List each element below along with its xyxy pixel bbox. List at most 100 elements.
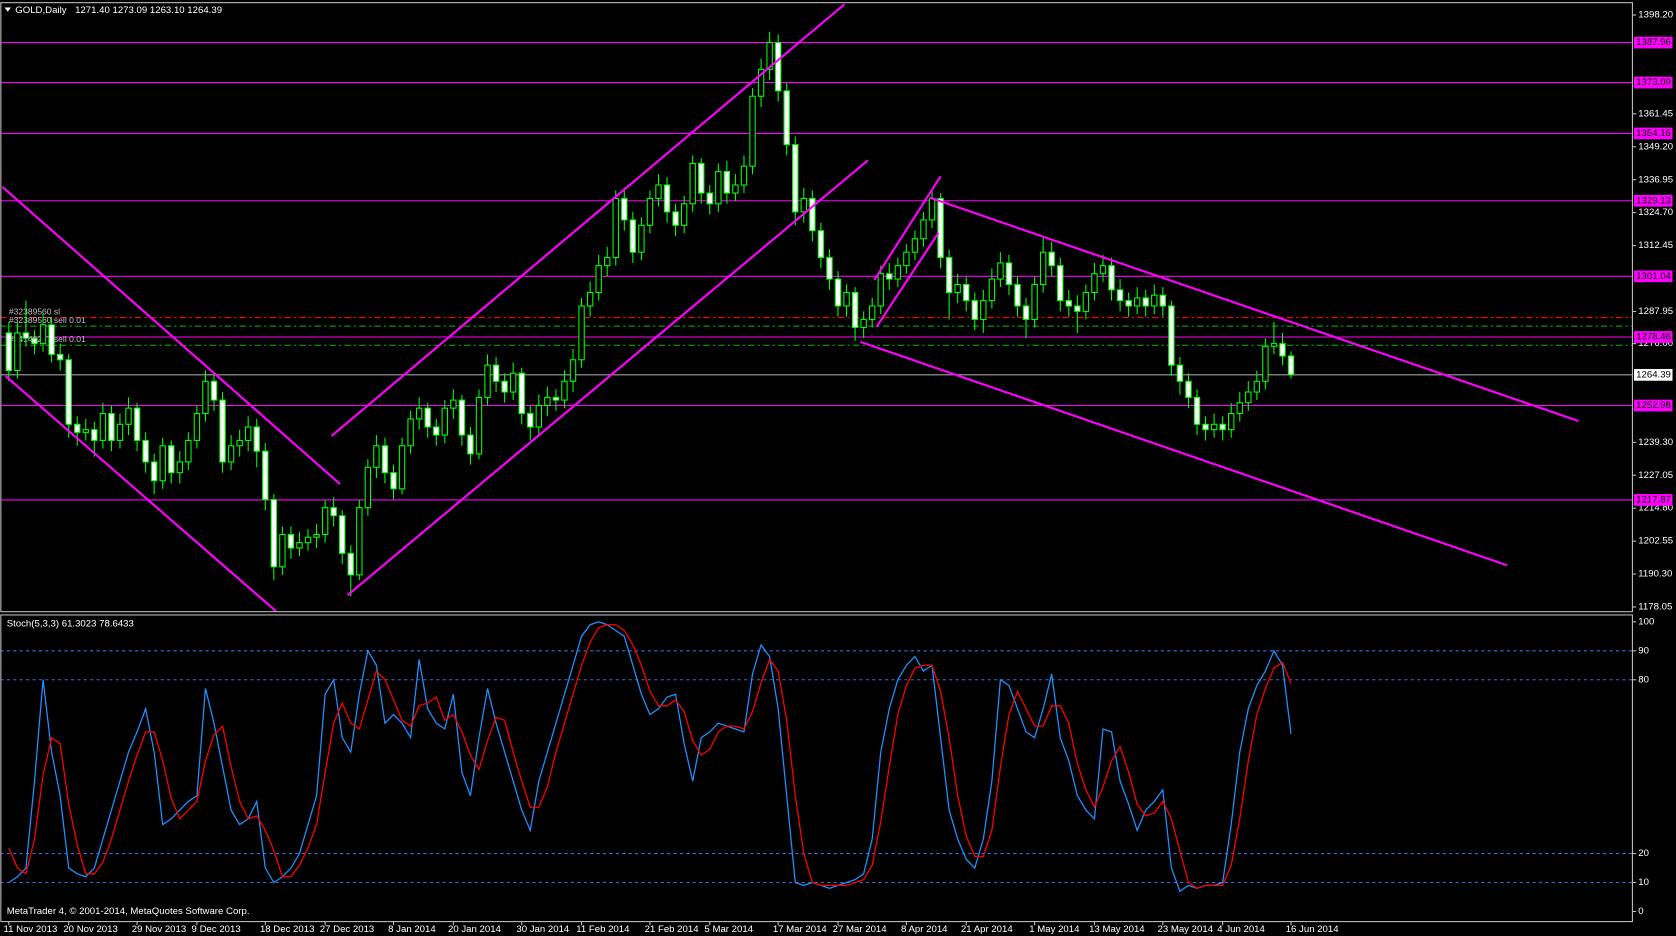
- candle-body: [800, 197, 808, 213]
- y-tick-label: 20: [1638, 848, 1649, 859]
- candle-body: [954, 283, 961, 294]
- candle-body: [561, 380, 568, 401]
- y-tick-label: 80: [1638, 674, 1649, 685]
- candle-body: [65, 359, 72, 425]
- trend-line: [929, 196, 1579, 422]
- candle-body: [424, 407, 431, 428]
- candle-body: [1210, 423, 1218, 431]
- candle-body: [868, 305, 876, 320]
- candle-body: [364, 466, 372, 509]
- candle-body: [783, 90, 790, 146]
- candle-body: [997, 262, 1004, 280]
- candle-body: [484, 364, 491, 398]
- y-tick-label: 100: [1638, 616, 1654, 627]
- ohlc-text: 1271.40 1273.09 1263.10 1264.39: [75, 5, 222, 16]
- level-label-box: [1634, 331, 1673, 343]
- candle-body: [586, 292, 594, 307]
- candle-body: [1074, 305, 1081, 312]
- x-tick-label: 20 Jan 2014: [448, 924, 502, 935]
- candle-body: [1099, 265, 1107, 275]
- candle-body: [22, 332, 30, 339]
- candle-body: [1168, 305, 1175, 366]
- x-tick-label: 13 May 2014: [1089, 924, 1145, 935]
- stoch-frame: [0, 614, 1633, 923]
- x-tick-label: 30 Jan 2014: [516, 924, 570, 935]
- x-tick-label: 1 May 2014: [1029, 924, 1080, 935]
- candle-body: [407, 418, 414, 447]
- candle-body: [441, 407, 449, 436]
- candle-body: [851, 292, 859, 329]
- level-label: 1354.16: [1636, 128, 1671, 139]
- candle-body: [492, 364, 500, 382]
- candle-body: [1159, 294, 1167, 307]
- candle-body: [501, 380, 508, 393]
- x-tick-label: 17 Mar 2014: [773, 924, 828, 935]
- level-label: 1252.98: [1636, 400, 1671, 411]
- candle-body: [578, 305, 585, 361]
- candle-body: [1270, 343, 1278, 347]
- x-tick-label: 5 Mar 2014: [704, 924, 753, 935]
- candle-body: [1253, 380, 1261, 393]
- candle-body: [1108, 265, 1115, 291]
- stoch-title: Stoch(5,3,3) 61.3023 78.6433: [7, 619, 134, 630]
- candle-body: [1116, 289, 1124, 302]
- candle-body: [1262, 345, 1269, 382]
- candle-body: [689, 162, 696, 205]
- candle-body: [279, 534, 286, 568]
- y-tick-label: 1276.00: [1638, 338, 1673, 349]
- candle-body: [219, 399, 226, 463]
- candle-body: [518, 372, 525, 415]
- y-tick-label: 1287.95: [1638, 306, 1673, 317]
- candle-body: [817, 230, 825, 259]
- candle-body: [99, 413, 107, 441]
- candle-body: [552, 396, 560, 401]
- menu-arrow[interactable]: [4, 7, 11, 12]
- candle-body: [14, 332, 21, 372]
- level-label-box: [1634, 270, 1673, 283]
- candle-body: [142, 439, 149, 463]
- candle-body: [270, 499, 278, 568]
- price-frame: [0, 2, 1633, 613]
- y-tick-label: 1202.55: [1638, 536, 1673, 547]
- candle-body: [450, 399, 457, 409]
- stoch-line: [8, 621, 1292, 893]
- level-label: 1301.04: [1636, 271, 1671, 282]
- candle-body: [937, 197, 944, 259]
- candle-body: [886, 273, 893, 280]
- candle-body: [595, 265, 602, 294]
- candle-body: [894, 265, 902, 280]
- candle-body: [5, 332, 13, 372]
- candle-body: [1279, 343, 1286, 357]
- level-label: 1329.13: [1636, 195, 1671, 206]
- order-label: #32389560 sell 0.01: [9, 315, 86, 325]
- candle-body: [210, 380, 218, 401]
- candle-body: [74, 423, 81, 433]
- candle-body: [296, 542, 303, 549]
- candle-body: [980, 300, 987, 320]
- candle-body: [48, 324, 55, 355]
- candle-body: [193, 413, 201, 441]
- candle-body: [1287, 355, 1295, 376]
- candle-body: [1219, 423, 1226, 431]
- trend-line: [4, 375, 277, 612]
- candle-body: [963, 283, 970, 302]
- candle-body: [774, 41, 782, 92]
- candle-body: [116, 423, 124, 441]
- candle-body: [1133, 297, 1141, 307]
- y-tick-label: 1398.20: [1638, 10, 1673, 21]
- candle-body: [911, 238, 919, 253]
- candle-body: [390, 472, 397, 490]
- candle-body: [509, 372, 517, 393]
- candle-body: [236, 439, 243, 447]
- candle-body: [475, 396, 483, 455]
- last-price-label: 1264.39: [1636, 369, 1671, 380]
- candle-body: [1202, 423, 1209, 431]
- y-tick-label: 1214.80: [1638, 503, 1673, 514]
- candle-body: [415, 407, 423, 420]
- candle-body: [706, 192, 713, 205]
- candle-body: [569, 359, 577, 382]
- candle-body: [1014, 283, 1021, 307]
- level-label-box: [1634, 194, 1673, 207]
